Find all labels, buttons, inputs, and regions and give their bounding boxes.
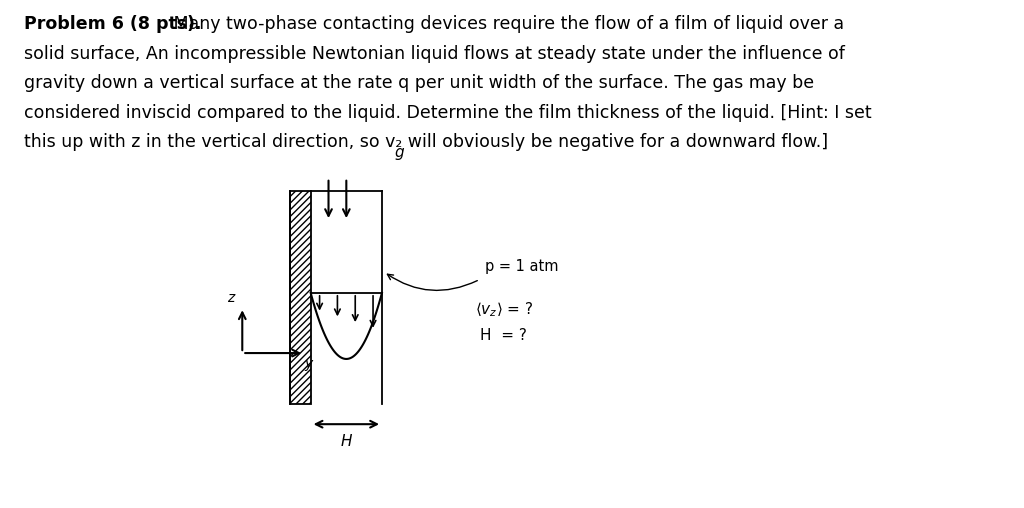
Text: z: z [227,291,234,305]
Text: g: g [394,145,403,160]
Text: Problem 6 (8 pts).: Problem 6 (8 pts). [24,15,202,33]
Text: H: H [341,434,352,450]
Text: y: y [305,357,313,371]
Text: H  = ?: H = ? [480,328,526,343]
Bar [290,190,310,404]
Text: gravity down a vertical surface at the rate q per unit width of the surface. The: gravity down a vertical surface at the r… [24,74,814,92]
FancyArrowPatch shape [387,274,477,291]
Text: $\langle v_z \rangle$ = ?: $\langle v_z \rangle$ = ? [475,301,534,319]
Text: considered inviscid compared to the liquid. Determine the film thickness of the : considered inviscid compared to the liqu… [24,104,871,121]
Text: solid surface, An incompressible Newtonian liquid flows at steady state under th: solid surface, An incompressible Newtoni… [24,45,845,62]
Text: p = 1 atm: p = 1 atm [484,259,558,274]
Text: Many two-phase contacting devices require the flow of a film of liquid over a: Many two-phase contacting devices requir… [168,15,845,33]
Text: this up with z in the vertical direction, so v₂ will obviously be negative for a: this up with z in the vertical direction… [24,133,827,151]
